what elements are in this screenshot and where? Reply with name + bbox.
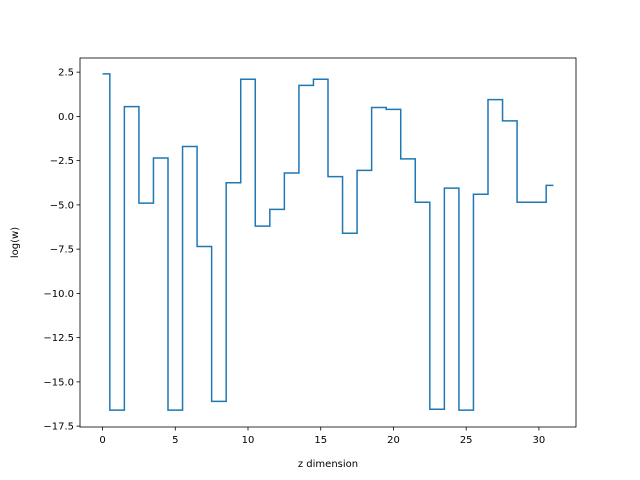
x-tick-label: 0 <box>99 435 105 446</box>
x-tick-label: 30 <box>533 435 546 446</box>
y-tick-label: −12.5 <box>43 333 74 344</box>
y-tick-label: −7.5 <box>50 245 74 256</box>
y-tick-label: −17.5 <box>43 422 74 433</box>
y-tick-label: −2.5 <box>50 156 74 167</box>
y-tick-label: −5.0 <box>50 200 74 211</box>
y-tick-label: 2.5 <box>58 68 74 79</box>
axes-frame <box>79 57 577 428</box>
y-tick-label: −10.0 <box>43 289 74 300</box>
x-tick-label: 5 <box>172 435 178 446</box>
series-line <box>102 73 554 411</box>
y-axis-label: log(w) <box>10 227 21 258</box>
y-tick-label: 0.0 <box>58 112 74 123</box>
x-tick-label: 25 <box>460 435 473 446</box>
x-tick-label: 10 <box>242 435 255 446</box>
x-tick-label: 15 <box>314 435 327 446</box>
y-tick-label: −15.0 <box>43 377 74 388</box>
x-tick-label: 20 <box>387 435 400 446</box>
x-axis-label: z dimension <box>298 459 358 470</box>
